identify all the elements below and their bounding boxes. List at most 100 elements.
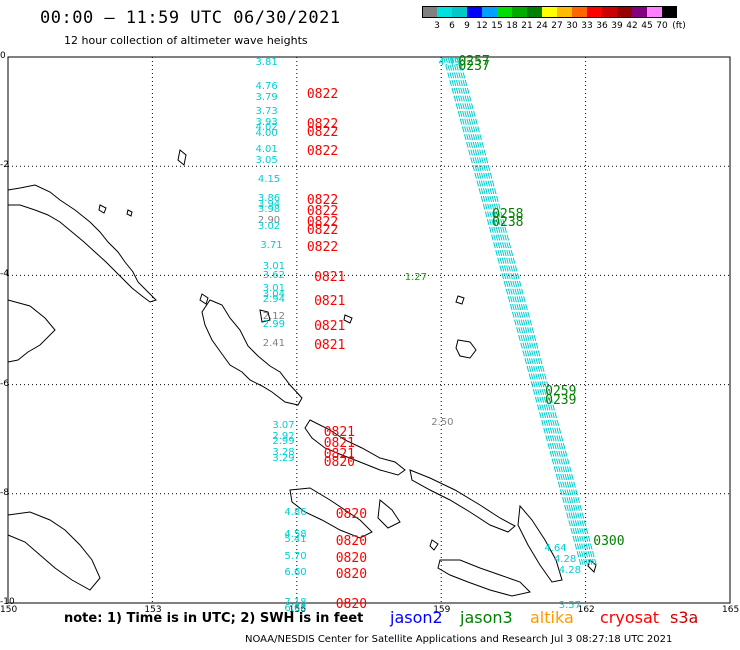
colorbar-label: 33 xyxy=(581,21,593,31)
wave-height-label: 3.94 xyxy=(257,198,281,210)
wave-height-label: 5.70 xyxy=(284,550,307,562)
jason3-track-line xyxy=(447,56,586,565)
pass-time-label: 0259 xyxy=(545,384,577,400)
colorbar-label: 27 xyxy=(551,21,563,31)
wave-height-label: 4.28 xyxy=(558,564,582,576)
wave-height-label: 3.62 xyxy=(262,269,285,281)
pass-time-label: 0822 xyxy=(306,215,339,231)
colorbar-label: 24 xyxy=(536,21,548,31)
pass-time-label: 0258 xyxy=(492,206,524,222)
pass-time-label: 0822 xyxy=(306,144,339,160)
coastline-islet-3 xyxy=(7,511,101,591)
y-axis-tick-label: -10 xyxy=(0,597,15,607)
pass-time-label: 0822 xyxy=(306,193,339,209)
page-title: 00:00 – 11:59 UTC 06/30/2021 xyxy=(40,8,341,28)
colorbar-swatch xyxy=(542,6,557,18)
page-subtitle: 12 hour collection of altimeter wave hei… xyxy=(64,34,308,47)
wave-height-label: 2.94 xyxy=(262,294,285,306)
colorbar-label: 6 xyxy=(449,21,455,31)
colorbar-swatch xyxy=(632,6,647,18)
colorbar-swatch xyxy=(497,6,512,18)
colorbar-swatch xyxy=(437,6,452,18)
wave-height-label: 2.99 xyxy=(272,436,295,448)
colorbar-swatch xyxy=(527,6,542,18)
wave-height-label: 4.58 xyxy=(284,529,307,541)
coastline-islet-10 xyxy=(429,539,439,551)
wave-height-label: 3.04 xyxy=(262,288,285,300)
jason3-track-line xyxy=(454,56,593,565)
legend-cryosat: cryosat xyxy=(600,608,660,627)
x-axis-tick-label: 156 xyxy=(288,605,306,615)
y-axis-tick-label: -8 xyxy=(0,487,9,498)
coastline-santa-isabel xyxy=(409,469,516,533)
x-axis-tick-label: 150 xyxy=(0,605,18,615)
pass-time-label: 0257 xyxy=(458,54,490,69)
colorbar-label: 45 xyxy=(641,21,653,31)
wave-height-label: 3.93 xyxy=(255,116,278,128)
pass-time-label: 0822 xyxy=(306,239,339,255)
pass-time-label: 0820 xyxy=(335,534,368,550)
coastline-lord-howe-ring xyxy=(455,339,477,359)
coastline-new-britain xyxy=(7,299,56,363)
y-axis-tick-label: -2 xyxy=(0,160,9,171)
wave-height-label: 4.76 xyxy=(255,81,278,93)
wave-height-label: 4.15 xyxy=(257,174,281,186)
pass-time-label: 0237 xyxy=(458,59,490,75)
satellite-tracks xyxy=(443,56,597,565)
graticule xyxy=(8,57,730,603)
coastline-islet-1 xyxy=(177,149,187,166)
wave-height-label: 3.79 xyxy=(255,92,278,104)
coastline-islet-5 xyxy=(259,309,271,323)
colorbar-border xyxy=(422,6,677,18)
coastline-new-ireland xyxy=(7,184,157,303)
pass-time-label: 0820 xyxy=(335,507,368,523)
pass-time-label: 0822 xyxy=(306,116,339,132)
wave-height-label: 2.50 xyxy=(431,417,454,429)
jason3-track-line xyxy=(451,56,591,565)
jason3-track-line xyxy=(443,56,582,565)
wave-height-label: 4.28 xyxy=(553,553,577,565)
colorbar-swatch xyxy=(602,6,617,18)
pass-time-label: 0822 xyxy=(306,223,339,239)
wave-height-label: 4.01 xyxy=(255,144,278,156)
pass-time-label: 0822 xyxy=(306,124,339,140)
wave-height-label: 3.02 xyxy=(257,220,281,232)
jason3-track-line xyxy=(458,56,597,565)
colorbar-swatch xyxy=(647,6,662,18)
colorbar-label: 36 xyxy=(596,21,608,31)
wave-height-label: 6.60 xyxy=(284,567,307,579)
wave-height-label: 3.28 xyxy=(272,447,295,459)
pass-time-label: 0239 xyxy=(545,392,577,408)
colorbar-swatch xyxy=(587,6,602,18)
pass-time-label: 0238 xyxy=(492,215,524,231)
wave-height-label: 3.98 xyxy=(257,204,281,216)
wave-height-label: 3.01 xyxy=(262,283,285,295)
colorbar-swatch xyxy=(482,6,497,18)
colorbar-swatch xyxy=(452,6,467,18)
wave-height-label: 3.01 xyxy=(262,261,285,273)
colorbar-swatch xyxy=(512,6,527,18)
wave-height-label: 4.02 xyxy=(255,122,278,134)
pass-time-label: 0821 xyxy=(314,318,346,334)
jason3-track-line xyxy=(456,56,595,565)
legend-jason2: jason2 xyxy=(390,608,443,627)
x-axis-tick-label: 162 xyxy=(577,605,595,615)
pass-time-label: 0820 xyxy=(335,597,368,613)
colorbar-unit: (ft) xyxy=(672,21,686,31)
y-axis-tick-label: -6 xyxy=(0,378,9,389)
colorbar-label: 30 xyxy=(566,21,578,31)
colorbar-label: 12 xyxy=(476,21,488,31)
colorbar-swatch xyxy=(617,6,632,18)
x-axis-tick-label: 165 xyxy=(722,605,740,615)
coastline-choiseul xyxy=(304,419,406,476)
pass-time-label: 0821 xyxy=(314,337,346,353)
wave-height-label: 2.90 xyxy=(257,215,281,227)
colorbar-swatch xyxy=(422,6,437,18)
coastline-new-georgia xyxy=(289,487,373,539)
colorbar-label: 21 xyxy=(521,21,533,31)
wave-height-label: 1.27 xyxy=(404,272,427,284)
wave-height-label: 2.12 xyxy=(262,310,285,322)
colorbar-label: 15 xyxy=(491,21,503,31)
coastline-guadalcanal xyxy=(437,559,531,597)
wave-height-label: 4.49 xyxy=(438,56,461,68)
